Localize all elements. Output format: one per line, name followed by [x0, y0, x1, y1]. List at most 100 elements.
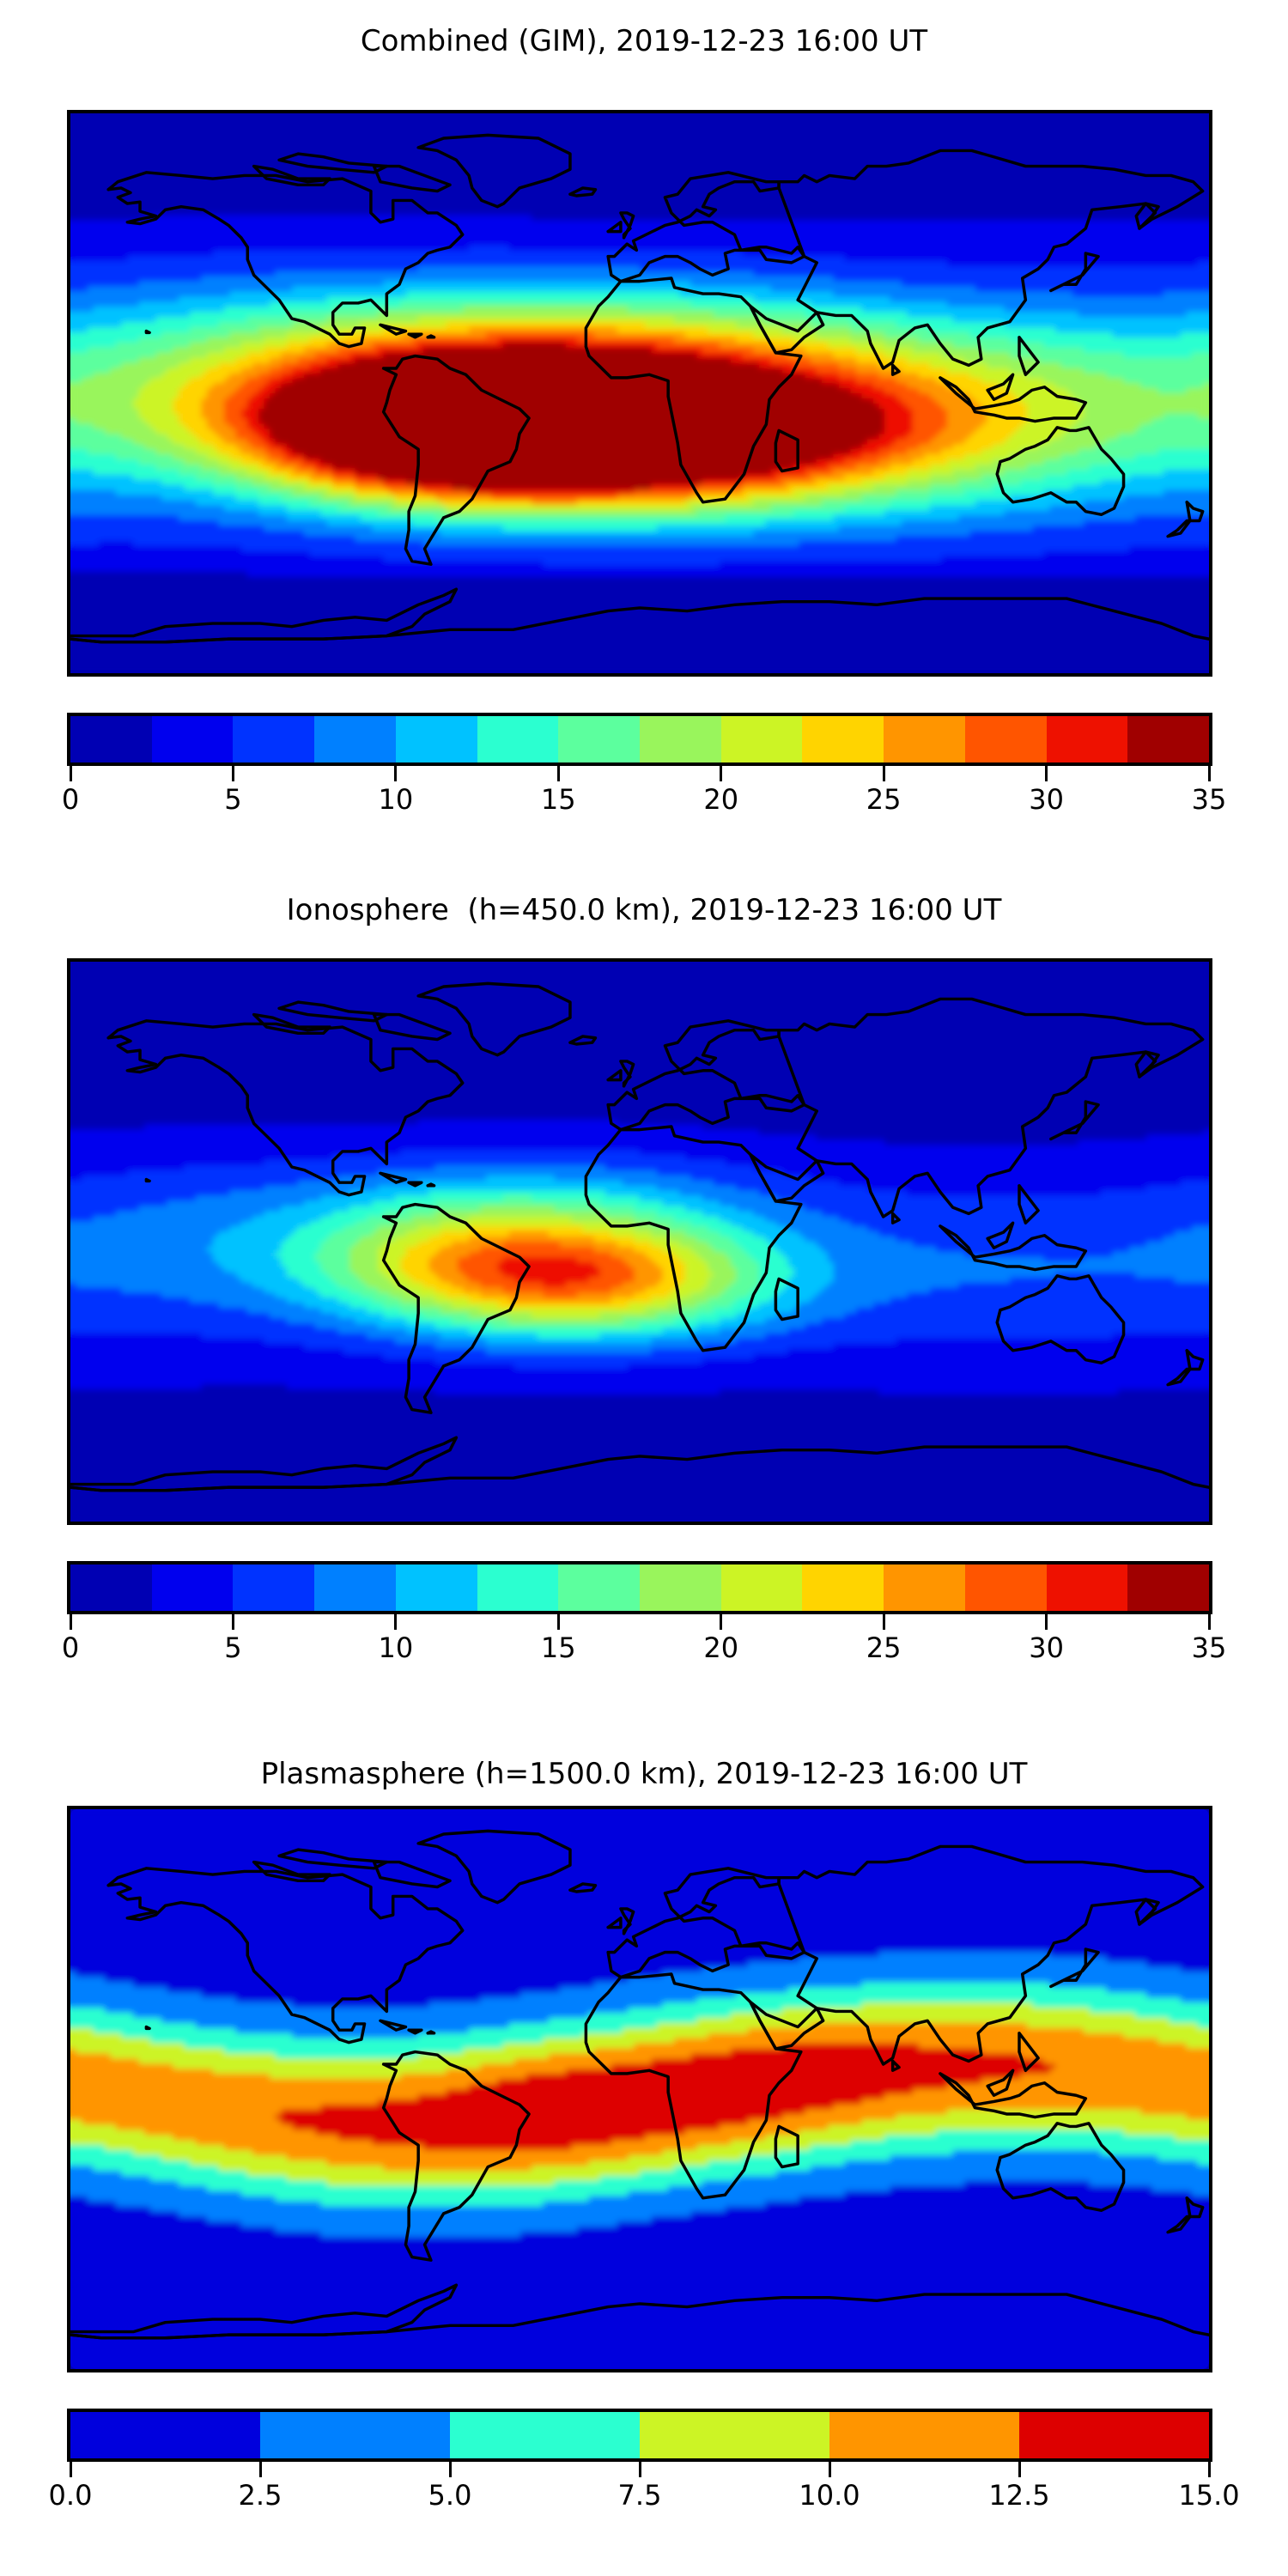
- colorbar-tick-label: 10: [378, 783, 414, 816]
- coastline-layer: [70, 133, 1209, 644]
- colorbar-tick-label: 5: [224, 1631, 242, 1664]
- colorbar-band: [720, 1564, 803, 1611]
- coastline: [426, 1182, 436, 1188]
- colorbar-tick: [1207, 1614, 1211, 1630]
- coastline: [252, 1012, 331, 1036]
- coastline: [372, 1860, 452, 1889]
- colorbar-tick: [69, 1614, 72, 1630]
- coastline: [372, 164, 452, 193]
- coastline: [426, 2030, 436, 2035]
- colorbar-tick-label: 10: [378, 1631, 414, 1664]
- coastline: [939, 2072, 1088, 2119]
- colorbar-labels: 0 5 10 15 20 25 30 35: [62, 783, 1227, 821]
- coastline: [381, 1202, 531, 1414]
- map-canvas: [70, 113, 1209, 673]
- colorbar-tick-label: 7.5: [617, 2479, 662, 2512]
- coastline: [986, 1221, 1015, 1249]
- coastline: [584, 276, 803, 504]
- coastline: [70, 597, 1209, 644]
- coastline: [1166, 1349, 1205, 1387]
- colorbar-band: [395, 1564, 477, 1611]
- coastline: [379, 1171, 408, 1184]
- coastline: [1166, 2196, 1205, 2234]
- coastline: [1049, 1100, 1100, 1141]
- panel-title: Plasmasphere (h=1500.0 km), 2019-12-23 1…: [260, 1757, 1028, 1791]
- colorbar-band: [964, 1564, 1047, 1611]
- coastline: [1134, 1898, 1160, 1926]
- colorbar-tick: [556, 766, 560, 781]
- map-canvas: [70, 962, 1209, 1522]
- colorbar-ionosphere: 0 5 10 15 20 25 30 35: [62, 1561, 1226, 1669]
- coastline: [606, 1019, 806, 1132]
- coastline: [986, 373, 1015, 401]
- colorbar-band: [964, 716, 1047, 762]
- coastline: [1134, 202, 1160, 230]
- coastline: [426, 334, 436, 339]
- colorbar-band: [477, 1564, 559, 1611]
- colorbar-band: [314, 1564, 396, 1611]
- colorbar-band: [1127, 716, 1209, 762]
- coastline: [106, 171, 465, 349]
- coastline: [939, 1224, 1088, 1272]
- colorbar-tick-label: 0: [61, 1631, 80, 1664]
- coastline: [416, 1829, 572, 1905]
- colorbar-tick: [720, 766, 723, 781]
- colorbar-tick-label: 0: [61, 783, 80, 816]
- colorbar-tick-label: 30: [1029, 783, 1064, 816]
- coastline: [890, 1212, 901, 1224]
- colorbar-band: [802, 1564, 884, 1611]
- contour-band: [497, 1256, 600, 1288]
- coastline-layer: [70, 981, 1209, 1492]
- contour-field: [70, 962, 1209, 1522]
- coastline: [777, 1844, 1205, 2066]
- coastline: [749, 304, 825, 355]
- map-combined: [67, 110, 1212, 677]
- coastline: [749, 1152, 825, 1203]
- colorbar-tick-label: 20: [703, 783, 739, 816]
- colorbar-band: [829, 2412, 1019, 2458]
- colorbar-tick: [69, 2462, 72, 2477]
- coastline: [939, 376, 1088, 423]
- colorbar-tick: [720, 1614, 723, 1630]
- colorbar-tick-label: 30: [1029, 1631, 1064, 1664]
- colorbar-band: [640, 2412, 829, 2458]
- coastline: [1018, 2032, 1040, 2072]
- colorbar-ticks: [67, 766, 1212, 783]
- colorbar-strip: [67, 713, 1212, 766]
- coastline: [277, 1848, 389, 1870]
- colorbar-band: [1046, 716, 1128, 762]
- coastline: [777, 149, 1205, 370]
- contour-field: [70, 1809, 1209, 2369]
- map-plasmasphere: [67, 1806, 1212, 2372]
- coastline: [890, 2059, 901, 2072]
- coastline: [995, 1274, 1126, 1364]
- coastline: [1049, 252, 1100, 293]
- coastline: [381, 354, 531, 566]
- colorbar-band: [802, 716, 884, 762]
- colorbar-band: [558, 716, 641, 762]
- coastline: [568, 1882, 598, 1893]
- colorbar-band: [558, 1564, 641, 1611]
- coastline: [749, 2000, 825, 2050]
- colorbar-tick-label: 25: [866, 783, 902, 816]
- coastline: [1018, 336, 1040, 376]
- coastline: [407, 332, 423, 339]
- coastline: [381, 2050, 531, 2262]
- colorbar-tick: [1045, 1614, 1048, 1630]
- coastline: [372, 1012, 452, 1042]
- colorbar-band: [640, 716, 721, 762]
- colorbar-tick-label: 2.5: [238, 2479, 283, 2512]
- coastline: [584, 1125, 803, 1352]
- coastline: [995, 2122, 1126, 2212]
- colorbar-tick: [1045, 766, 1048, 781]
- colorbar-tick: [69, 766, 72, 781]
- coastline: [774, 428, 799, 473]
- colorbar-tick: [258, 2462, 262, 2477]
- colorbar-tick: [1207, 2462, 1211, 2477]
- coastline: [619, 1060, 635, 1088]
- coastline: [1018, 1184, 1040, 1224]
- coastline: [774, 1277, 799, 1321]
- colorbar-tick-label: 0.0: [48, 2479, 93, 2512]
- panel-title: Combined (GIM), 2019-12-23 16:00 UT: [360, 24, 928, 58]
- coastline: [144, 329, 151, 335]
